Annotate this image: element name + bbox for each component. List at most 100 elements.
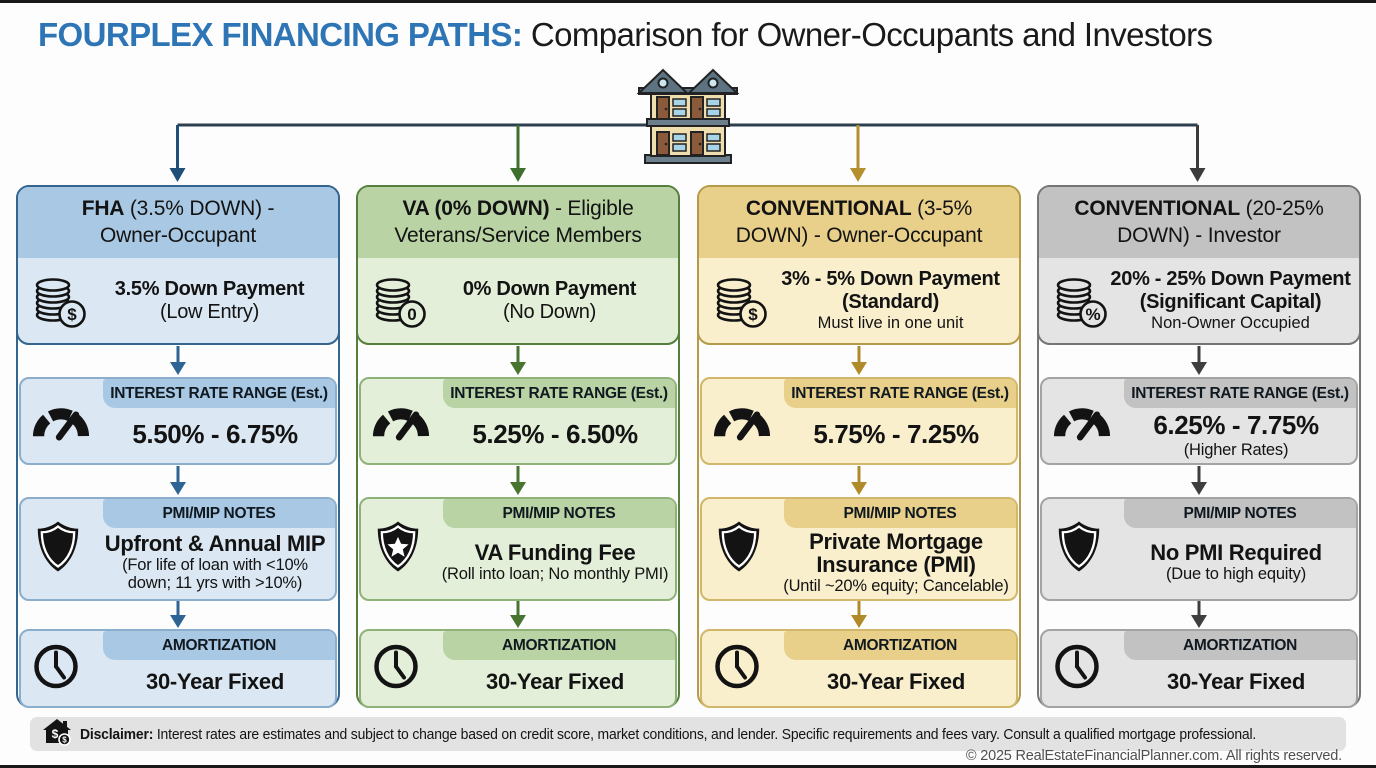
pmi-section: PMI/MIP NOTES No PMI Required (Due to hi… xyxy=(1040,497,1358,601)
gauge-icon xyxy=(32,397,90,446)
interest-rate-section: INTEREST RATE RANGE (Est.) 5.25% - 6.50% xyxy=(359,377,677,465)
coins-stack-icon: % xyxy=(1052,274,1110,328)
coin-badge: 0 xyxy=(407,305,416,324)
coin-badge: $ xyxy=(748,305,758,324)
interest-rate-label: INTEREST RATE RANGE (Est.) xyxy=(443,379,675,408)
gauge-icon xyxy=(372,397,430,446)
pmi-section: PMI/MIP NOTES VA Funding Fee (Roll into … xyxy=(359,497,677,601)
interest-rate-note: (Higher Rates) xyxy=(1183,440,1289,459)
flow-arrow xyxy=(16,465,340,497)
flow-arrow xyxy=(697,601,1021,629)
down-payment-section: % 20% - 25% Down Payment (Significant Ca… xyxy=(1039,258,1359,343)
amortization-section: AMORTIZATION 30-Year Fixed xyxy=(19,629,337,708)
pmi-note: (Until ~20% equity; Cancelable) xyxy=(783,577,1009,596)
shield-icon xyxy=(1053,519,1105,580)
pmi-label: PMI/MIP NOTES xyxy=(784,499,1016,528)
flow-arrow xyxy=(1037,345,1361,377)
coin-badge: $ xyxy=(67,305,77,324)
interest-rate-section: INTEREST RATE RANGE (Est.) 5.75% - 7.25% xyxy=(700,377,1018,465)
column-header-line1: CONVENTIONAL (3-5% xyxy=(745,196,973,220)
down-payment-text: 3.5% Down Payment (Low Entry) xyxy=(114,277,305,323)
interest-rate-label: INTEREST RATE RANGE (Est.) xyxy=(784,379,1016,408)
amortization-label: AMORTIZATION xyxy=(1124,631,1356,660)
flow-arrow xyxy=(356,601,680,629)
pmi-label: PMI/MIP NOTES xyxy=(1124,499,1356,528)
interest-rate-label: INTEREST RATE RANGE (Est.) xyxy=(103,379,335,408)
flow-arrow xyxy=(1037,601,1361,629)
flow-arrow xyxy=(16,601,340,629)
shield-star-icon xyxy=(372,519,424,580)
pmi-main: VA Funding Fee xyxy=(474,540,636,566)
column-fha: FHA (3.5% DOWN) - Owner-Occupant $ 3.5% … xyxy=(16,185,340,708)
down-payment-section: $ 3.5% Down Payment (Low Entry) xyxy=(18,258,338,343)
disclaimer-text: Disclaimer: Interest rates are estimates… xyxy=(80,725,1257,743)
pmi-note: (For life of loan with <10% down; 11 yrs… xyxy=(122,555,308,593)
column-header-line2: Veterans/Service Members xyxy=(394,223,642,247)
down-payment-text: 0% Down Payment (No Down) xyxy=(462,277,637,323)
down-payment-section: $ 3% - 5% Down Payment (Standard) Must l… xyxy=(699,258,1019,343)
flow-arrow xyxy=(356,345,680,377)
pmi-label: PMI/MIP NOTES xyxy=(443,499,675,528)
column-header: VA (0% DOWN) - Eligible Veterans/Service… xyxy=(358,187,678,258)
clock-icon xyxy=(713,642,761,695)
column-header-line1: FHA (3.5% DOWN) - xyxy=(81,196,275,220)
column-header-line2: Owner-Occupant xyxy=(100,223,256,247)
clock-icon xyxy=(1053,642,1101,695)
down-payment-section: 0 0% Down Payment (No Down) xyxy=(358,258,678,343)
column-va: VA (0% DOWN) - Eligible Veterans/Service… xyxy=(356,185,680,708)
column-top-box: CONVENTIONAL (3-5% DOWN) - Owner-Occupan… xyxy=(697,185,1021,345)
flow-arrow xyxy=(16,345,340,377)
interest-rate-value: 5.75% - 7.25% xyxy=(813,419,979,449)
column-header: FHA (3.5% DOWN) - Owner-Occupant xyxy=(18,187,338,258)
column-header: CONVENTIONAL (3-5% DOWN) - Owner-Occupan… xyxy=(699,187,1019,258)
gauge-icon xyxy=(713,397,771,446)
flow-arrow xyxy=(1037,465,1361,497)
down-payment-text: 20% - 25% Down Payment (Significant Capi… xyxy=(1110,268,1351,332)
amortization-section: AMORTIZATION 30-Year Fixed xyxy=(1040,629,1358,708)
interest-rate-label: INTEREST RATE RANGE (Est.) xyxy=(1124,379,1356,408)
house-dollar-icon: $ $ xyxy=(42,718,72,751)
pmi-main: No PMI Required xyxy=(1150,540,1322,566)
disclaimer-bar: $ $ Disclaimer: Interest rates are estim… xyxy=(30,717,1346,751)
column-header-line2: DOWN) - Owner-Occupant xyxy=(735,223,983,247)
clock-icon xyxy=(32,642,80,695)
column-header-line2: DOWN) - Investor xyxy=(1117,223,1281,247)
interest-rate-section: INTEREST RATE RANGE (Est.) 6.25% - 7.75%… xyxy=(1040,377,1358,465)
pmi-main: Private Mortgage Insurance (PMI) xyxy=(809,528,983,578)
bottom-edge-strip xyxy=(0,765,1376,768)
pmi-note: (Due to high equity) xyxy=(1166,565,1306,584)
column-header-line1: VA (0% DOWN) - Eligible xyxy=(402,196,634,220)
flow-arrow xyxy=(356,465,680,497)
page-title-rest: Comparison for Owner-Occupants and Inves… xyxy=(522,16,1213,53)
clock-icon xyxy=(372,642,420,695)
amortization-value: 30-Year Fixed xyxy=(486,669,624,695)
column-top-box: CONVENTIONAL (20-25% DOWN) - Investor % … xyxy=(1037,185,1361,345)
column-header: CONVENTIONAL (20-25% DOWN) - Investor xyxy=(1039,187,1359,258)
column-top-box: FHA (3.5% DOWN) - Owner-Occupant $ 3.5% … xyxy=(16,185,340,345)
amortization-section: AMORTIZATION 30-Year Fixed xyxy=(700,629,1018,708)
gauge-icon xyxy=(1053,397,1111,446)
shield-icon xyxy=(32,519,84,580)
connector-lines xyxy=(169,123,1206,182)
page-title-highlight: FOURPLEX FINANCING PATHS: xyxy=(38,16,523,53)
page-title: FOURPLEX FINANCING PATHS: Comparison for… xyxy=(38,16,1213,54)
pmi-section: PMI/MIP NOTES Private Mortgage Insurance… xyxy=(700,497,1018,601)
amortization-section: AMORTIZATION 30-Year Fixed xyxy=(359,629,677,708)
column-header-line1: CONVENTIONAL (20-25% xyxy=(1074,196,1324,220)
coins-stack-icon: $ xyxy=(712,274,770,328)
amortization-label: AMORTIZATION xyxy=(443,631,675,660)
shield-icon xyxy=(713,519,765,580)
copyright-text: © 2025 RealEstateFinancialPlanner.com. A… xyxy=(965,748,1342,764)
flow-arrow xyxy=(697,465,1021,497)
column-conventional-investor: CONVENTIONAL (20-25% DOWN) - Investor % … xyxy=(1037,185,1361,708)
pmi-main: Upfront & Annual MIP xyxy=(104,531,326,557)
top-edge-strip xyxy=(0,0,1376,3)
svg-text:$: $ xyxy=(52,727,59,741)
flow-arrow xyxy=(697,345,1021,377)
interest-rate-value: 5.50% - 6.75% xyxy=(132,419,298,449)
pmi-note: (Roll into loan; No monthly PMI) xyxy=(441,565,669,584)
fourplex-building-icon xyxy=(636,68,740,164)
coins-stack-icon: 0 xyxy=(371,274,429,328)
amortization-label: AMORTIZATION xyxy=(784,631,1016,660)
svg-text:$: $ xyxy=(62,735,67,744)
